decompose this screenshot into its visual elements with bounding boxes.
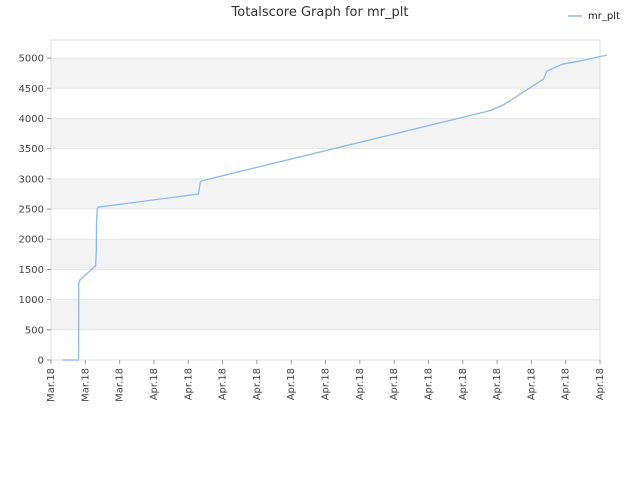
y-tick-label: 5000 — [19, 54, 44, 65]
x-tick-label: Mar.18 — [80, 368, 91, 402]
x-tick-label: Apr.18 — [149, 368, 160, 400]
x-tick-label: Apr.18 — [355, 368, 366, 400]
legend: mr_plt — [568, 11, 620, 22]
x-axis: Mar.18 Mar.18 Mar.18 Apr.18 Apr.18 Apr.18 Apr.… — [46, 360, 606, 402]
chart-title: Totalscore Graph for mr_plt — [231, 5, 409, 20]
grid-band — [51, 148, 600, 179]
x-tick-label: Mar.18 — [46, 368, 57, 402]
y-tick-label: 3000 — [19, 174, 44, 185]
x-tick-label: Apr.18 — [423, 368, 434, 400]
y-tick-label: 0 — [38, 356, 44, 367]
grid-band — [51, 269, 600, 300]
plot-background — [50, 39, 601, 361]
x-tick-label: Apr.18 — [458, 368, 469, 400]
x-tick-label: Apr.18 — [218, 368, 229, 400]
x-tick-label: Apr.18 — [561, 368, 572, 400]
grid-band — [51, 299, 600, 330]
y-tick-label: 2000 — [19, 235, 44, 246]
y-tick-label: 1500 — [19, 265, 44, 276]
y-tick-label: 1000 — [19, 295, 44, 306]
x-tick-label: Apr.18 — [526, 368, 537, 400]
grid-band — [51, 118, 600, 149]
x-tick-label: Apr.18 — [286, 368, 297, 400]
y-tick-label: 2500 — [19, 205, 44, 216]
series-group — [63, 54, 608, 361]
grid-band — [51, 178, 600, 210]
x-tick-label: Apr.18 — [595, 368, 606, 400]
series-line-mr_plt — [63, 54, 608, 361]
x-tick-label: Mar.18 — [115, 368, 126, 402]
x-tick-label: Apr.18 — [183, 368, 194, 400]
x-tick-label: Apr.18 — [252, 368, 263, 400]
y-tick-label: 4500 — [19, 84, 44, 95]
x-tick-label: Apr.18 — [492, 368, 503, 400]
grid-band — [51, 58, 600, 89]
x-tick-label: Apr.18 — [389, 368, 400, 400]
x-tick-label: Apr.18 — [321, 368, 332, 400]
grid-band — [51, 239, 600, 270]
grid-band — [51, 40, 600, 59]
grid-band — [51, 88, 600, 119]
grid-band — [51, 209, 600, 240]
grid-band — [51, 329, 600, 360]
y-tick-label: 4000 — [19, 114, 44, 125]
y-tick-label: 500 — [25, 325, 44, 336]
legend-label-mr_plt: mr_plt — [588, 11, 620, 22]
y-axis: 0 500 1000 1500 2000 2500 3000 3500 4000 4500 5000 — [19, 54, 51, 367]
y-tick-label: 3500 — [19, 144, 44, 155]
